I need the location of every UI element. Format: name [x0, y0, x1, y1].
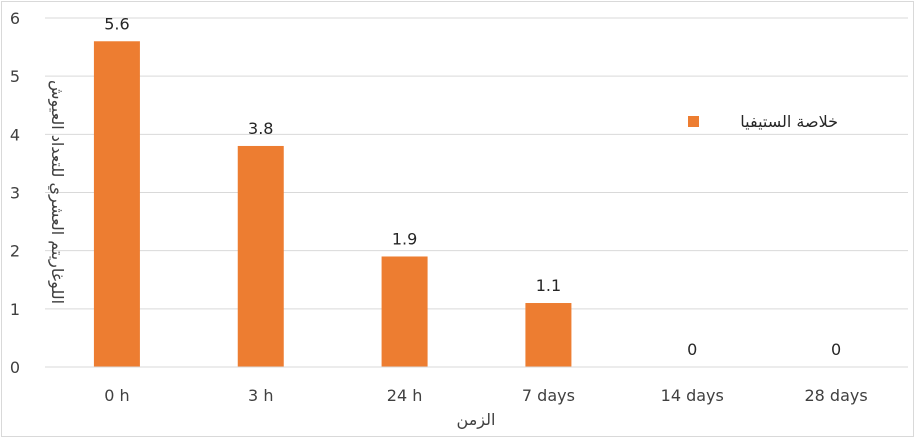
y-tick-label: 5 [10, 67, 20, 86]
y-tick-labels: 0 1 2 3 4 5 6 [10, 9, 20, 377]
data-label: 1.9 [392, 229, 417, 248]
x-tick-labels: 0 h 3 h 24 h 7 days 14 days 28 days [104, 386, 867, 405]
legend-swatch [688, 116, 699, 127]
bars [93, 41, 572, 368]
x-tick-label: 3 h [248, 386, 273, 405]
x-axis-title: الزمن [457, 410, 496, 430]
y-axis-title-group: اللوغاريتم العشري للتعداد العيوش [47, 80, 67, 304]
data-label: 3.8 [248, 119, 273, 138]
x-tick-label: 24 h [387, 386, 423, 405]
gridlines [45, 17, 908, 310]
y-tick-label: 0 [10, 358, 20, 377]
y-tick-label: 3 [10, 184, 20, 203]
y-tick-label: 6 [10, 9, 20, 28]
data-label: 0 [687, 340, 697, 359]
x-tick-label: 0 h [104, 386, 129, 405]
bar [381, 256, 428, 367]
x-tick-label: 7 days [522, 386, 575, 405]
bar [237, 145, 284, 367]
legend: خلاصة الستيفيا [688, 112, 838, 131]
bar [93, 41, 140, 368]
y-tick-label: 4 [10, 125, 20, 144]
data-label: 5.6 [104, 14, 129, 33]
x-tick-label: 28 days [804, 386, 867, 405]
y-tick-label: 1 [10, 300, 20, 319]
data-label: 0 [831, 340, 841, 359]
y-axis-title: اللوغاريتم العشري للتعداد العيوش [47, 80, 67, 304]
data-labels: 5.6 3.8 1.9 1.1 0 0 [104, 14, 841, 359]
bar [525, 303, 572, 367]
data-label: 1.1 [536, 276, 561, 295]
y-tick-label: 2 [10, 242, 20, 261]
legend-label: خلاصة الستيفيا [740, 112, 838, 131]
x-tick-label: 14 days [661, 386, 724, 405]
